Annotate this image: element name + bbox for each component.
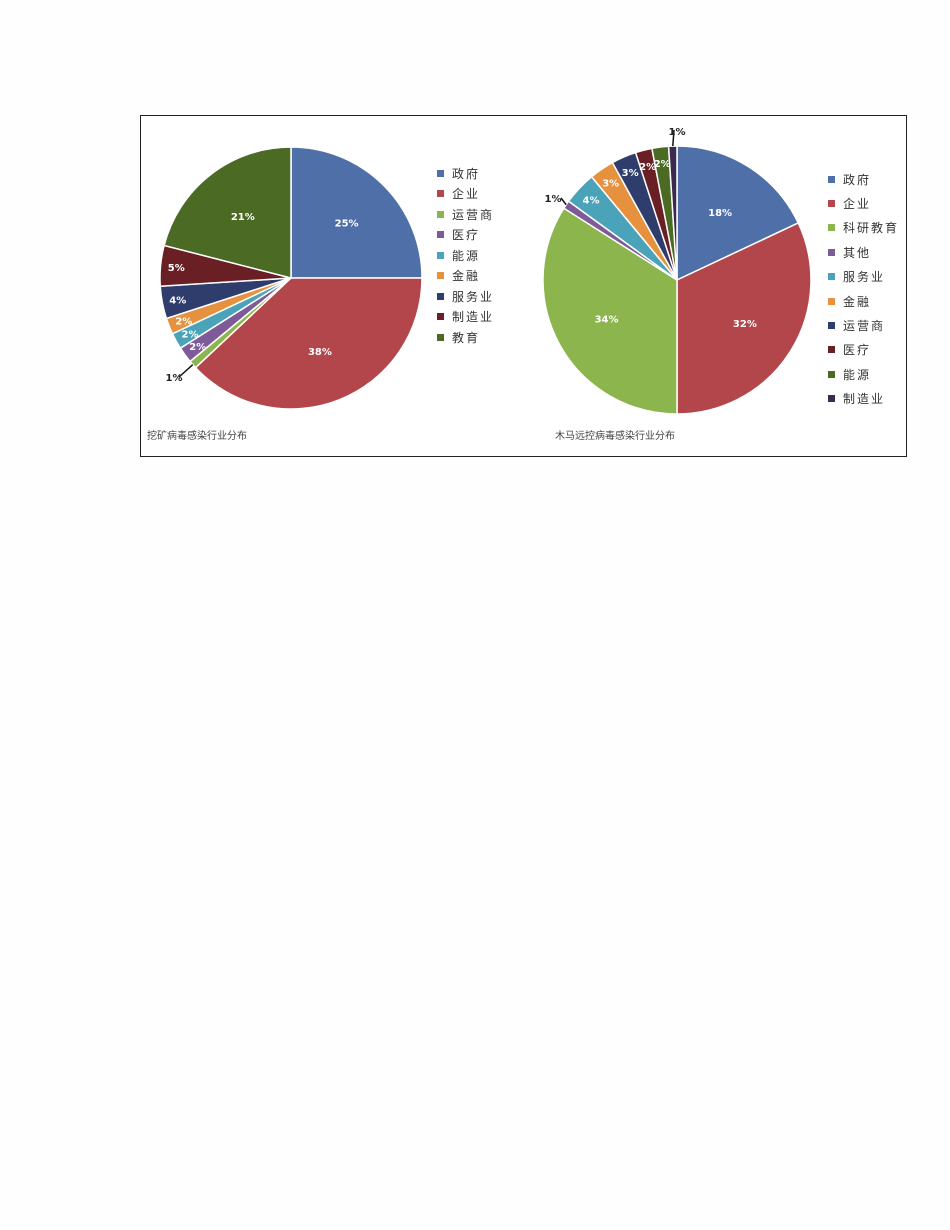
leader-line (178, 364, 194, 378)
legend-item: 企业 (828, 191, 899, 215)
legend-label: 政府 (843, 172, 872, 187)
legend-label: 医疗 (843, 343, 872, 358)
leader-line (672, 129, 675, 147)
legend-swatch (437, 272, 444, 280)
legend-label: 能源 (843, 367, 872, 382)
legend-item: 能源 (828, 362, 899, 386)
pie-slice (667, 145, 678, 281)
legend-item: 政府 (437, 163, 494, 184)
legend-swatch (828, 224, 835, 232)
slice-data-label: 32% (733, 319, 757, 330)
legend-label: 服务业 (452, 289, 495, 304)
legend-mining: 政府企业运营商医疗能源金融服务业制造业教育 (437, 163, 494, 348)
legend-swatch (437, 190, 444, 198)
slice-data-label: 21% (231, 212, 255, 223)
legend-label: 能源 (452, 248, 481, 263)
legend-label: 政府 (452, 166, 481, 181)
legend-item: 运营商 (828, 313, 899, 337)
legend-swatch (828, 322, 835, 330)
chart-caption-trojan: 木马远控病毒感染行业分布 (555, 431, 675, 442)
legend-item: 能源 (437, 245, 494, 266)
legend-swatch (437, 210, 444, 218)
legend-item: 医疗 (828, 338, 899, 362)
pie-slice (194, 277, 423, 410)
legend-item: 制造业 (437, 307, 494, 328)
legend-trojan: 政府企业科研教育其他服务业金融运营商医疗能源制造业 (828, 167, 899, 411)
pie-slice (676, 221, 812, 415)
legend-swatch (828, 395, 835, 403)
legend-label: 企业 (452, 187, 481, 202)
legend-label: 制造业 (843, 392, 886, 407)
slice-data-label: 2% (639, 162, 656, 173)
pie-slice (290, 146, 423, 279)
legend-swatch (437, 251, 444, 259)
legend-swatch (828, 273, 835, 281)
slice-data-label: 4% (169, 296, 186, 307)
slice-data-label: 1% (545, 194, 562, 205)
legend-label: 运营商 (843, 319, 886, 334)
legend-swatch (828, 175, 835, 183)
legend-swatch (828, 346, 835, 354)
slice-data-label: 5% (168, 263, 185, 274)
legend-item: 服务业 (828, 265, 899, 289)
slice-data-label: 2% (654, 159, 671, 170)
slice-data-label: 2% (175, 316, 192, 327)
legend-swatch (828, 200, 835, 208)
figure-frame: 25% 38% 1% 2% 2% 2% 4% 5% 21% 18% 32% 34% 1% 4% 3% 3% 2… (140, 115, 907, 457)
legend-swatch (828, 248, 835, 256)
slice-data-label: 38% (308, 347, 332, 358)
legend-item: 运营商 (437, 204, 494, 225)
legend-swatch (437, 292, 444, 300)
legend-swatch (828, 370, 835, 378)
legend-swatch (828, 297, 835, 305)
pie-slice (542, 207, 678, 415)
legend-item: 教育 (437, 327, 494, 348)
legend-label: 金融 (843, 294, 872, 309)
legend-label: 教育 (452, 330, 481, 345)
legend-item: 科研教育 (828, 216, 899, 240)
legend-label: 金融 (452, 269, 481, 284)
legend-label: 服务业 (843, 270, 886, 285)
slice-data-label: 18% (708, 208, 732, 219)
legend-item: 企业 (437, 184, 494, 205)
legend-item: 制造业 (828, 387, 899, 411)
legend-swatch (437, 313, 444, 321)
slice-data-label: 3% (602, 178, 619, 189)
pie-chart-trojan: 18%32%34%1% 4%3%3%2%2%1% (542, 127, 812, 415)
legend-label: 其他 (843, 245, 872, 260)
slice-data-label: 2% (189, 342, 206, 353)
slice-data-label: 2% (181, 330, 198, 341)
legend-swatch (437, 333, 444, 341)
slice-data-label: 4% (583, 195, 600, 206)
slice-data-label: 1% (166, 373, 183, 384)
legend-label: 运营商 (452, 207, 495, 222)
chart-caption-mining: 挖矿病毒感染行业分布 (147, 431, 247, 442)
legend-swatch (437, 169, 444, 177)
legend-label: 制造业 (452, 310, 495, 325)
legend-item: 医疗 (437, 225, 494, 246)
legend-label: 企业 (843, 197, 872, 212)
legend-item: 政府 (828, 167, 899, 191)
slice-data-label: 34% (595, 315, 619, 326)
pie-chart-mining: 25%38%1%2%2%2%4%5%21% (159, 146, 423, 410)
leader-line (560, 197, 567, 206)
legend-item: 服务业 (437, 286, 494, 307)
legend-swatch (437, 231, 444, 239)
legend-item: 其他 (828, 240, 899, 264)
legend-label: 科研教育 (843, 221, 900, 236)
slice-data-label: 25% (335, 218, 359, 229)
legend-item: 金融 (828, 289, 899, 313)
legend-item: 金融 (437, 266, 494, 287)
pie-slice (163, 146, 292, 279)
slice-data-label: 3% (622, 168, 639, 179)
legend-label: 医疗 (452, 228, 481, 243)
pie-slice (676, 145, 800, 282)
slice-data-label: 1% (669, 127, 686, 138)
